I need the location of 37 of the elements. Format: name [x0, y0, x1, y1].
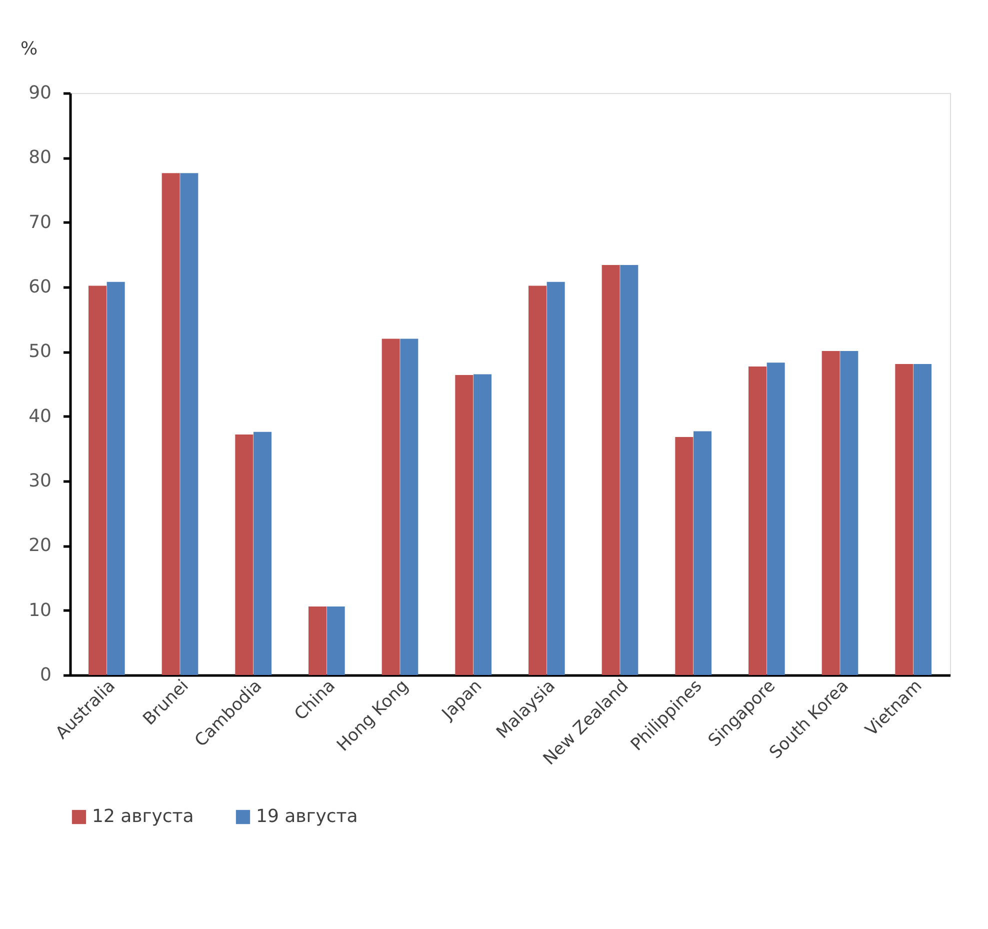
bar	[180, 173, 198, 675]
bar	[235, 434, 254, 675]
bar	[748, 366, 766, 675]
y-tick-label: 90	[28, 82, 52, 104]
bar	[528, 286, 546, 675]
bar	[675, 437, 694, 675]
y-tick-label: 40	[28, 406, 52, 427]
y-tick-label: 20	[28, 535, 52, 556]
y-tick-label: 10	[28, 600, 52, 621]
bar	[326, 606, 345, 675]
y-tick-label: 80	[28, 147, 52, 168]
bar	[602, 265, 620, 675]
bar	[895, 364, 914, 675]
bar	[840, 351, 858, 675]
bar	[106, 282, 125, 675]
bar	[694, 431, 712, 675]
y-tick-label: 60	[28, 276, 52, 298]
y-tick-label: 70	[28, 212, 52, 233]
bar	[620, 265, 638, 675]
bar	[162, 173, 180, 675]
bar	[822, 351, 840, 675]
bar	[474, 374, 492, 675]
bar	[546, 282, 565, 675]
bar	[914, 364, 932, 675]
y-tick-label: 50	[28, 341, 52, 362]
bar	[88, 286, 106, 675]
bar	[382, 338, 400, 675]
bar	[308, 606, 326, 675]
y-tick-label: 0	[40, 664, 52, 686]
legend-label: 19 августа	[256, 806, 358, 827]
bar	[254, 432, 272, 675]
legend-label: 12 августа	[92, 806, 194, 827]
bar	[455, 374, 474, 675]
bar	[400, 338, 418, 675]
y-tick-label: 30	[28, 470, 52, 492]
bar	[766, 362, 785, 675]
y-axis-title: %	[20, 38, 38, 60]
